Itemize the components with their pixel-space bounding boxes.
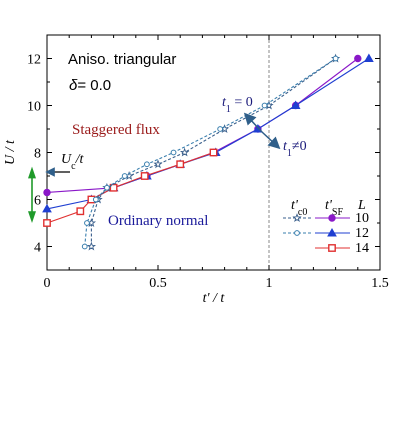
x-tick-label: 1 [266,276,273,291]
y-tick-label: 6 [34,194,41,209]
plot-frame-layer [46,34,381,271]
x-tick-label: 0.5 [149,276,167,291]
uc-label: Uc/t [61,152,84,172]
y-tick-label: 12 [27,53,41,68]
y-axis-label: U / t [3,139,18,165]
ordinary-normal-label: Ordinary normal [108,213,208,229]
series-sf14 [43,148,218,227]
y-tick-label: 10 [27,100,41,115]
legend-L-value: 10 [355,211,369,226]
series-line [84,58,336,247]
y-tick-label: 4 [34,241,41,256]
data-point [121,173,128,179]
legend-header-sf: t'SF [325,198,343,218]
data-point [328,214,336,222]
data-point [43,188,51,197]
t1-zero-label: t1 = 0 [222,95,253,115]
data-point [332,55,339,62]
data-point [86,241,97,251]
data-point [176,160,185,169]
data-point [327,227,337,237]
data-point [153,159,163,169]
staggered-flux-label: Staggered flux [72,122,160,138]
data-point [354,54,362,63]
model-label: Aniso. triangular [68,51,176,68]
data-point [84,220,90,226]
data-point [179,147,190,157]
data-point [42,203,52,213]
data-point [217,126,224,132]
data-point [81,243,88,250]
data-point [104,184,110,191]
legend-L-value: 14 [355,241,369,256]
green-arrow-head-up [28,166,36,179]
arrow-to-t1-nonzero [261,131,281,150]
legend-header-L: L [357,198,366,213]
data-point [209,148,218,157]
series-line [90,58,336,247]
data-point [290,100,301,109]
x-tick-label: 1.5 [371,276,389,291]
green-arrow-head-down [28,211,36,223]
data-point [144,161,150,168]
arrow-to-t1-zero [243,112,263,133]
x-axis-label: t' / t [203,291,226,306]
delta-label: δ= 0.0 [69,77,111,94]
legend-header-c0: t'c0 [291,198,307,218]
t1-nonzero-label: t1≠0 [283,139,307,159]
data-point [170,149,177,156]
data-point [261,102,268,109]
data-point [92,196,99,203]
series-c0_circle [81,55,339,250]
data-point [43,219,51,227]
legend-L-value: 12 [355,226,369,241]
data-point [294,230,300,236]
data-point [328,244,336,252]
x-tick-label: 0 [44,276,51,291]
data-point [292,213,302,222]
data-point [364,53,374,62]
data-point [76,207,85,216]
series-layer [42,53,374,251]
y-tick-label: 8 [34,147,41,162]
data-point [140,172,149,180]
